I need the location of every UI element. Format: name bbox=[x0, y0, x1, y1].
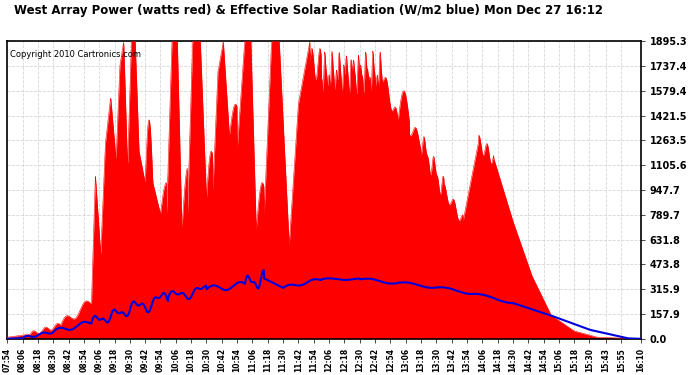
Text: Copyright 2010 Cartronics.com: Copyright 2010 Cartronics.com bbox=[10, 50, 141, 59]
Text: West Array Power (watts red) & Effective Solar Radiation (W/m2 blue) Mon Dec 27 : West Array Power (watts red) & Effective… bbox=[14, 4, 603, 17]
